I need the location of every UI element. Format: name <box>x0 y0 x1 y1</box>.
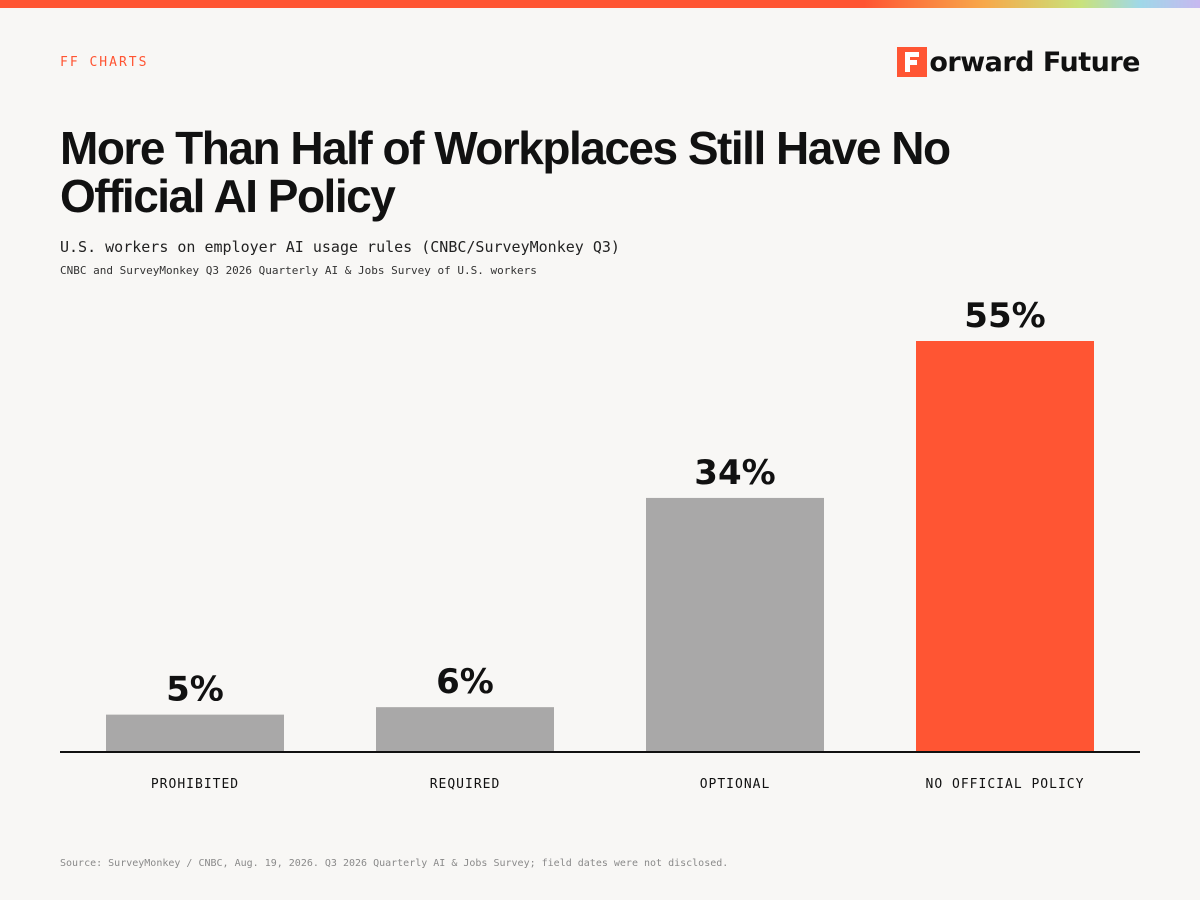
category-label-optional: OPTIONAL <box>700 777 771 792</box>
bar-prohibited <box>106 714 284 752</box>
value-label-optional: 34% <box>694 453 775 493</box>
value-label-required: 6% <box>436 662 494 702</box>
top-accent-bar <box>0 0 1200 8</box>
category-label-no-official-policy: NO OFFICIAL POLICY <box>926 777 1085 792</box>
chart-title: More Than Half of Workplaces Still Have … <box>60 122 951 222</box>
bar-no-official-policy <box>916 341 1094 752</box>
chart-note: CNBC and SurveyMonkey Q3 2026 Quarterly … <box>60 264 537 277</box>
value-label-prohibited: 5% <box>166 670 224 710</box>
category-label-required: REQUIRED <box>430 777 501 792</box>
source-note: Source: SurveyMonkey / CNBC, Aug. 19, 20… <box>60 858 729 869</box>
brand-name: orward Future <box>929 46 1140 78</box>
kicker: FF CHARTS <box>60 55 149 70</box>
category-label-prohibited: PROHIBITED <box>151 777 239 792</box>
bars-group: 5% PROHIBITED 6% REQUIRED 34% OPTIONAL 55% NO O… <box>106 296 1094 792</box>
bar-required <box>376 707 554 752</box>
value-label-no-official-policy: 55% <box>964 296 1045 336</box>
forward-future-logo-icon <box>897 47 928 77</box>
chart-subtitle: U.S. workers on employer AI usage rules … <box>60 238 620 256</box>
bar-optional <box>646 497 824 752</box>
brand-logo: orward Future <box>897 45 1140 79</box>
